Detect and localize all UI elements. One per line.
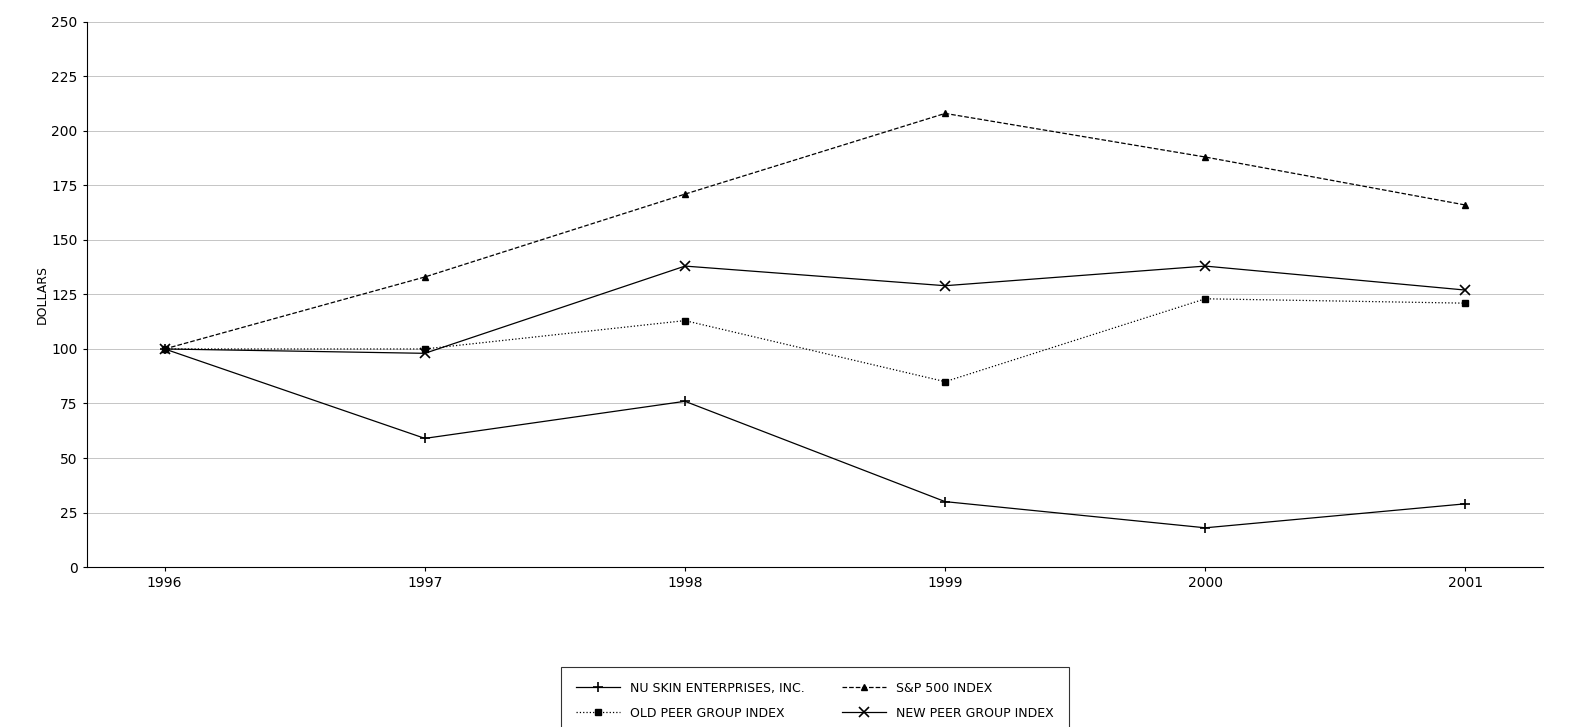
Y-axis label: DOLLARS: DOLLARS bbox=[36, 265, 49, 324]
Legend: NU SKIN ENTERPRISES, INC., OLD PEER GROUP INDEX, S&P 500 INDEX, NEW PEER GROUP I: NU SKIN ENTERPRISES, INC., OLD PEER GROU… bbox=[561, 667, 1069, 727]
